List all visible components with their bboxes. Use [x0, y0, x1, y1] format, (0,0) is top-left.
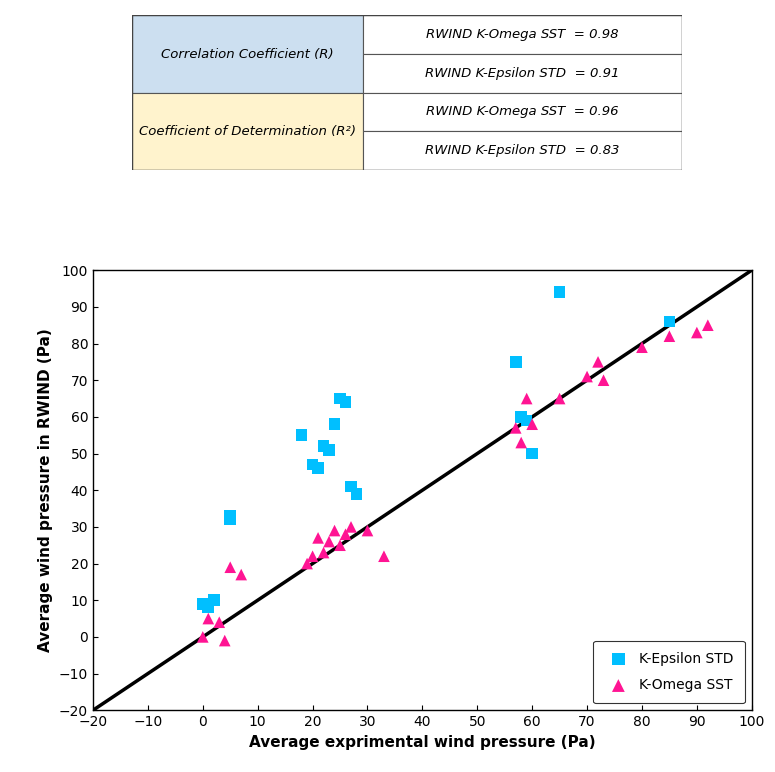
- K-Epsilon STD: [323, 444, 336, 456]
- FancyBboxPatch shape: [132, 93, 363, 170]
- K-Omega SST: [636, 341, 648, 354]
- K-Omega SST: [301, 557, 313, 570]
- K-Omega SST: [598, 374, 610, 387]
- K-Epsilon STD: [306, 459, 319, 471]
- K-Epsilon STD: [515, 411, 527, 423]
- K-Epsilon STD: [197, 598, 209, 610]
- K-Omega SST: [509, 422, 522, 434]
- K-Epsilon STD: [224, 510, 236, 522]
- K-Epsilon STD: [526, 448, 539, 460]
- K-Omega SST: [219, 635, 231, 647]
- K-Omega SST: [526, 418, 539, 431]
- X-axis label: Average exprimental wind pressure (Pa): Average exprimental wind pressure (Pa): [249, 735, 596, 750]
- K-Omega SST: [323, 536, 336, 548]
- K-Epsilon STD: [202, 601, 215, 614]
- K-Epsilon STD: [509, 356, 522, 368]
- K-Omega SST: [197, 631, 209, 643]
- K-Omega SST: [318, 547, 330, 559]
- K-Omega SST: [663, 330, 676, 343]
- K-Omega SST: [213, 616, 226, 628]
- K-Omega SST: [592, 356, 604, 368]
- Y-axis label: Average wind pressure in RWIND (Pa): Average wind pressure in RWIND (Pa): [38, 328, 53, 652]
- K-Omega SST: [334, 539, 346, 551]
- K-Omega SST: [701, 319, 714, 331]
- K-Omega SST: [691, 327, 703, 339]
- K-Epsilon STD: [553, 286, 566, 298]
- Text: RWIND K-Epsilon STD  = 0.83: RWIND K-Epsilon STD = 0.83: [425, 144, 620, 157]
- K-Omega SST: [521, 392, 533, 405]
- FancyBboxPatch shape: [363, 93, 682, 131]
- Text: RWIND K-Omega SST  = 0.96: RWIND K-Omega SST = 0.96: [426, 106, 618, 118]
- K-Epsilon STD: [208, 594, 220, 607]
- Text: Coefficient of Determination (R²): Coefficient of Determination (R²): [139, 125, 356, 137]
- K-Epsilon STD: [345, 480, 357, 493]
- K-Omega SST: [224, 561, 236, 574]
- K-Epsilon STD: [350, 488, 363, 500]
- K-Epsilon STD: [224, 513, 236, 526]
- K-Epsilon STD: [312, 462, 324, 474]
- K-Omega SST: [312, 532, 324, 544]
- K-Omega SST: [553, 392, 566, 405]
- Text: Correlation Coefficient (R): Correlation Coefficient (R): [161, 48, 333, 60]
- K-Omega SST: [515, 436, 527, 449]
- Legend: K-Epsilon STD, K-Omega SST: K-Epsilon STD, K-Omega SST: [594, 641, 745, 703]
- Text: RWIND K-Epsilon STD  = 0.91: RWIND K-Epsilon STD = 0.91: [425, 67, 620, 80]
- FancyBboxPatch shape: [363, 131, 682, 170]
- K-Epsilon STD: [339, 396, 352, 408]
- K-Omega SST: [361, 524, 374, 537]
- K-Epsilon STD: [318, 440, 330, 452]
- K-Epsilon STD: [295, 429, 308, 442]
- K-Omega SST: [339, 528, 352, 540]
- K-Epsilon STD: [329, 418, 341, 431]
- K-Omega SST: [306, 550, 319, 562]
- K-Omega SST: [329, 524, 341, 537]
- K-Omega SST: [345, 520, 357, 533]
- K-Epsilon STD: [663, 315, 676, 327]
- Text: RWIND K-Omega SST  = 0.98: RWIND K-Omega SST = 0.98: [426, 29, 618, 41]
- K-Omega SST: [581, 371, 594, 383]
- K-Omega SST: [377, 550, 390, 562]
- FancyBboxPatch shape: [363, 54, 682, 93]
- FancyBboxPatch shape: [363, 15, 682, 54]
- K-Epsilon STD: [334, 392, 346, 405]
- K-Omega SST: [202, 612, 215, 625]
- K-Omega SST: [235, 568, 247, 581]
- K-Epsilon STD: [521, 415, 533, 427]
- FancyBboxPatch shape: [132, 15, 363, 93]
